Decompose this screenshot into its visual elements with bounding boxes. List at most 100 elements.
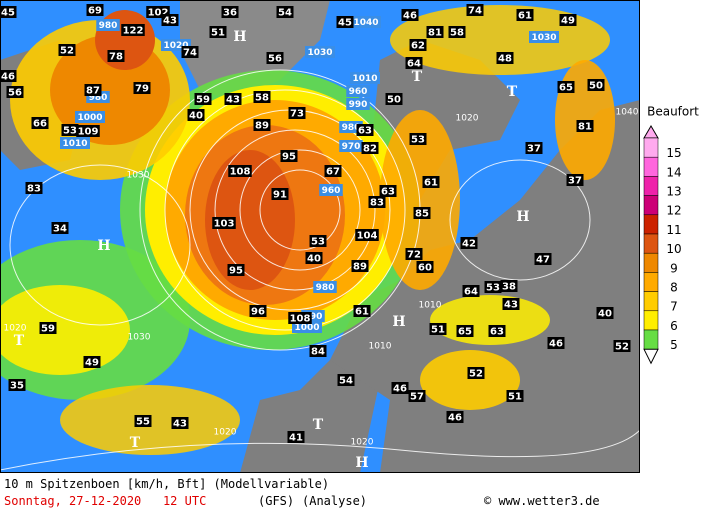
gust-label-box bbox=[221, 6, 239, 18]
gust-label-box bbox=[212, 217, 236, 229]
pressure-label: 1000 bbox=[77, 113, 102, 123]
gust-label-box bbox=[613, 340, 631, 352]
gust-label-box bbox=[336, 16, 354, 28]
legend-swatch bbox=[643, 156, 659, 177]
gust-label-box bbox=[271, 188, 289, 200]
pressure-label-box bbox=[529, 31, 559, 43]
gust-label: 45 bbox=[338, 18, 352, 29]
gust-label: 37 bbox=[568, 176, 582, 187]
pressure-label: 1010 bbox=[62, 139, 87, 149]
legend-swatch bbox=[643, 176, 659, 196]
footer-model: (GFS) bbox=[258, 494, 295, 508]
gust-label-box bbox=[31, 117, 49, 129]
gust-label-box bbox=[466, 4, 484, 16]
isobar-label: 1020 bbox=[4, 324, 27, 334]
gust-label: 45 bbox=[1, 8, 15, 19]
gust-label-box bbox=[500, 280, 518, 292]
gust-label: 40 bbox=[189, 111, 203, 122]
gust-label-box bbox=[227, 264, 245, 276]
gust-label: 62 bbox=[411, 41, 425, 52]
gust-label: 53 bbox=[63, 126, 77, 137]
gust-label-box bbox=[287, 431, 305, 443]
pressure-label-box bbox=[351, 16, 381, 28]
gust-label-box bbox=[525, 142, 543, 154]
low-marker: T bbox=[130, 435, 141, 451]
legend-level: 5 bbox=[670, 338, 678, 352]
pressure-label: 960 bbox=[322, 186, 341, 196]
gust-label: 46 bbox=[403, 11, 417, 22]
pressure-label-box bbox=[339, 140, 363, 152]
gust-label: 89 bbox=[353, 262, 367, 273]
gust-label: 104 bbox=[357, 231, 378, 242]
gust-label-box bbox=[209, 26, 227, 38]
gust-label: 59 bbox=[41, 324, 55, 335]
high-marker: H bbox=[516, 209, 529, 225]
gust-label: 108 bbox=[290, 314, 311, 325]
gust-label-box bbox=[401, 9, 419, 21]
gust-label: 57 bbox=[410, 392, 424, 403]
gust-label: 64 bbox=[464, 287, 478, 298]
gust-label: 53 bbox=[311, 237, 325, 248]
high-marker: H bbox=[233, 29, 246, 45]
pressure-label: 1030 bbox=[307, 48, 332, 58]
gust-label: 63 bbox=[358, 126, 372, 137]
gust-label-box bbox=[276, 6, 294, 18]
gust-label: 103 bbox=[214, 219, 235, 230]
low-marker: T bbox=[412, 69, 423, 85]
gust-label-box bbox=[133, 82, 151, 94]
gust-label: 83 bbox=[370, 198, 384, 209]
gust-label: 43 bbox=[173, 419, 187, 430]
gust-label: 69 bbox=[88, 6, 102, 17]
pressure-label: 990 bbox=[349, 100, 368, 110]
gust-label-box bbox=[405, 57, 423, 69]
gust-label: 46 bbox=[393, 384, 407, 395]
gust-label: 61 bbox=[424, 178, 438, 189]
gust-label: 52 bbox=[469, 369, 483, 380]
gust-label-box bbox=[566, 174, 584, 186]
pressure-label: 1030 bbox=[531, 33, 556, 43]
gust-label: 40 bbox=[598, 309, 612, 320]
isobar-label: 1010 bbox=[419, 301, 442, 311]
isobar-label: 1030 bbox=[127, 171, 150, 181]
gust-label-box bbox=[356, 124, 374, 136]
gust-label: 52 bbox=[60, 46, 74, 57]
pressure-label: 960 bbox=[349, 87, 368, 97]
gust-label: 96 bbox=[251, 307, 265, 318]
gust-label: 67 bbox=[326, 167, 340, 178]
gust-label: 109 bbox=[78, 127, 99, 138]
gust-label-box bbox=[324, 165, 342, 177]
gust-label-box bbox=[596, 307, 614, 319]
legend-level: 8 bbox=[670, 281, 678, 295]
map: Beaufort 1020104010301030102010101010102… bbox=[0, 0, 699, 473]
high-marker: H bbox=[97, 238, 110, 254]
footer-run: (Analyse) bbox=[302, 494, 368, 508]
gust-label-box bbox=[86, 4, 104, 16]
legend-swatch bbox=[643, 233, 659, 254]
gust-label: 47 bbox=[536, 255, 550, 266]
pressure-label-box bbox=[346, 85, 370, 97]
gust-label-box bbox=[448, 26, 466, 38]
gust-label-box bbox=[194, 93, 212, 105]
gust-label-box bbox=[496, 52, 514, 64]
legend-swatch bbox=[643, 329, 659, 350]
gust-label: 73 bbox=[290, 109, 304, 120]
gust-label: 53 bbox=[411, 135, 425, 146]
gust-label-box bbox=[408, 390, 426, 402]
gust-label: 64 bbox=[407, 59, 421, 70]
legend-swatch bbox=[643, 137, 659, 158]
gust-label: 49 bbox=[561, 16, 575, 27]
gust-label-box bbox=[0, 6, 17, 18]
gust-label-box bbox=[576, 120, 594, 132]
gust-label-box bbox=[409, 39, 427, 51]
gust-label-box bbox=[502, 298, 520, 310]
pressure-label: 1000 bbox=[294, 323, 319, 333]
gust-label: 63 bbox=[381, 187, 395, 198]
gust-label-box bbox=[171, 417, 189, 429]
pressure-label: 980 bbox=[89, 93, 108, 103]
pressure-label-box bbox=[350, 72, 380, 84]
gust-label-box bbox=[58, 44, 76, 56]
gust-label-box bbox=[305, 252, 323, 264]
gust-label-box bbox=[385, 93, 403, 105]
gust-label-box bbox=[351, 260, 369, 272]
